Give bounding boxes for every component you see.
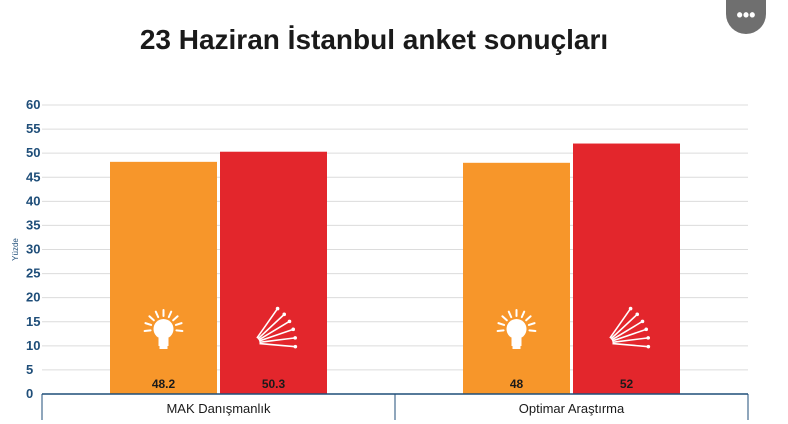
y-tick-label: 5 — [26, 362, 33, 377]
more-options-button[interactable]: ••• — [726, 0, 766, 34]
bar — [573, 143, 680, 394]
y-tick-label: 25 — [26, 266, 40, 281]
ak-parti-lightbulb-icon — [496, 309, 537, 349]
y-tick-label: 50 — [26, 145, 40, 160]
y-tick-label: 30 — [26, 242, 40, 257]
bar — [220, 151, 327, 394]
y-tick-label: 40 — [26, 193, 40, 208]
data-label: 50.3 — [262, 377, 286, 391]
data-label: 52 — [620, 377, 634, 391]
y-tick-label: 0 — [26, 386, 33, 401]
y-tick-label: 55 — [26, 121, 40, 136]
data-label: 48 — [510, 377, 524, 391]
data-label: 48.2 — [152, 377, 176, 391]
chart-title: 23 Haziran İstanbul anket sonuçları — [139, 24, 609, 55]
bar — [463, 162, 570, 394]
y-tick-label: 60 — [26, 97, 40, 112]
y-axis-label: Yüzde — [11, 238, 20, 261]
y-tick-label: 35 — [26, 217, 40, 232]
chp-six-arrows-icon — [609, 306, 651, 349]
bar — [110, 161, 217, 394]
chp-six-arrows-icon — [256, 306, 298, 349]
y-tick-label: 45 — [26, 169, 40, 184]
y-tick-label: 20 — [26, 290, 40, 305]
x-category-label: Optimar Araştırma — [519, 401, 625, 416]
ak-parti-lightbulb-icon — [143, 309, 184, 349]
y-tick-label: 10 — [26, 338, 40, 353]
y-tick-label: 15 — [26, 314, 40, 329]
x-category-label: MAK Danışmanlık — [166, 401, 271, 416]
